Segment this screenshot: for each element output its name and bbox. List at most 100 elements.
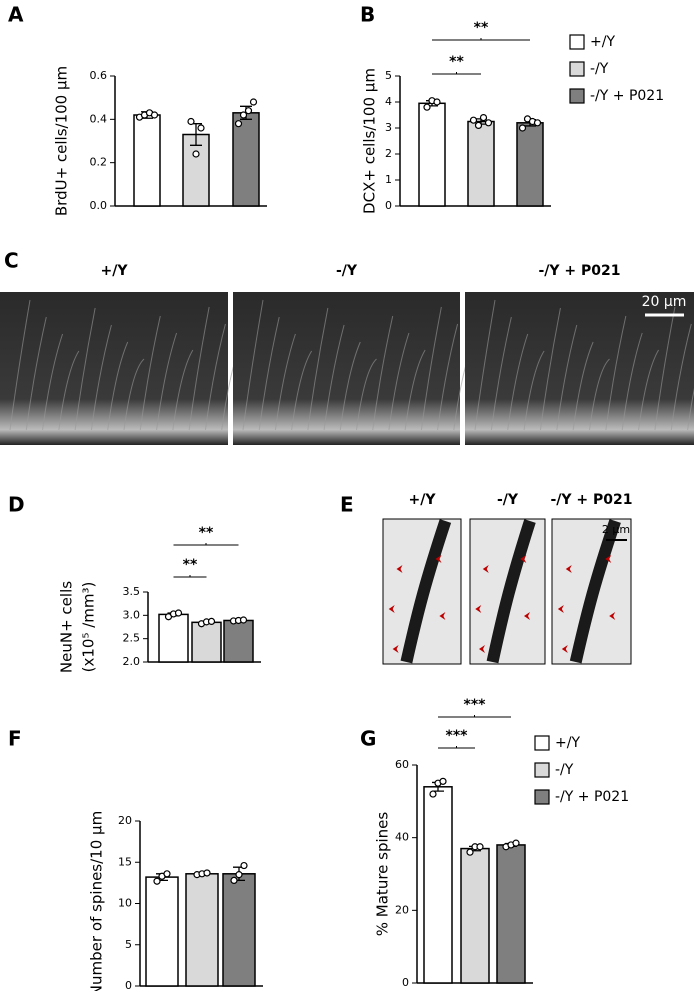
arrowhead (565, 565, 572, 573)
neurite (258, 316, 280, 431)
legend-swatch (569, 61, 585, 77)
neurite (621, 332, 643, 431)
y-tick-label: 20 (395, 903, 409, 916)
data-point (249, 98, 258, 106)
micrograph (233, 292, 460, 445)
panel-label: D (8, 493, 25, 517)
significance-label: ** (449, 54, 464, 70)
y-tick-label: 5 (125, 938, 132, 951)
y-tick-label: 4 (385, 95, 392, 108)
arrowhead (609, 612, 616, 620)
y-tick-label: 2.5 (123, 632, 141, 645)
neurite (291, 350, 313, 431)
neurite (156, 332, 178, 431)
data-point (474, 121, 483, 130)
image-label: +/Y (101, 263, 129, 279)
y-tick-label: 3.5 (123, 585, 141, 598)
image-label: -/Y (497, 492, 519, 508)
significance-bracket (173, 543, 239, 546)
data-point (484, 119, 493, 127)
legend-label: +/Y (590, 34, 615, 50)
neurite (437, 323, 459, 431)
image-label: -/Y + P021 (550, 492, 632, 508)
neurite (556, 324, 578, 431)
legend-swatch (569, 88, 585, 104)
neurite (490, 316, 512, 431)
data-point (512, 839, 520, 847)
legend-label: -/Y + P021 (590, 88, 664, 104)
significance-bracket (438, 746, 475, 749)
neurite (670, 323, 692, 431)
legend-label: -/Y (555, 762, 574, 778)
significance-label: ** (474, 20, 489, 36)
legend-label: -/Y (590, 61, 609, 77)
legend-label: -/Y + P021 (555, 789, 629, 805)
y-tick-label: 2.0 (123, 655, 141, 668)
data-point (433, 98, 441, 106)
significance-label: ** (199, 525, 214, 541)
image-label: -/Y (336, 263, 358, 279)
data-point (153, 877, 161, 885)
neurite (356, 358, 377, 431)
neurite (323, 324, 345, 431)
data-point (163, 870, 171, 878)
neurite (274, 333, 296, 431)
y-tick-label: 10 (118, 897, 132, 910)
y-tick-label: 15 (118, 855, 132, 868)
y-tick-label: 20 (118, 814, 132, 827)
dendrite (400, 519, 452, 664)
bar (423, 786, 453, 984)
bar (223, 619, 254, 663)
scale-bar-label: 20 µm (642, 294, 687, 310)
significance-bracket (438, 715, 511, 718)
neurite (539, 307, 561, 431)
legend-swatch (569, 34, 585, 50)
significance-bracket (173, 575, 207, 578)
significance-bracket (432, 38, 530, 41)
dendrite (486, 519, 536, 664)
micrograph (0, 292, 228, 445)
neurite (90, 324, 112, 431)
neurite (123, 358, 145, 431)
bar (191, 621, 222, 663)
neurite (139, 315, 161, 431)
arrowhead (435, 555, 442, 563)
data-point (439, 777, 447, 785)
y-tick-label: 0.0 (90, 199, 108, 212)
micrograph (465, 292, 694, 445)
data-point (197, 124, 205, 132)
bar (496, 844, 526, 984)
image-label: -/Y + P021 (538, 263, 620, 279)
arrowhead (482, 565, 489, 573)
neurite (654, 306, 676, 431)
arrowhead (605, 555, 612, 563)
neurite (107, 341, 129, 431)
data-point (423, 103, 431, 111)
image-label: +/Y (409, 492, 437, 508)
y-tick-label: 0 (125, 979, 132, 991)
significance-label: *** (446, 728, 469, 744)
y-tick-label: 3.0 (123, 608, 141, 621)
data-point (150, 111, 159, 119)
data-point (207, 617, 216, 626)
neurite (507, 333, 529, 431)
neurite (572, 341, 594, 431)
significance-label: *** (464, 697, 487, 713)
y-tick-label: 0.4 (90, 112, 108, 125)
neurite (42, 333, 64, 431)
y-tick-label: 0.2 (90, 156, 108, 169)
data-point (533, 119, 542, 127)
y-tick-label: 0.6 (90, 69, 108, 82)
data-point (187, 117, 195, 126)
legend-swatch (534, 762, 550, 778)
neurite (242, 299, 264, 431)
neurite (204, 323, 226, 431)
data-point (244, 107, 253, 115)
significance-bracket (432, 72, 481, 75)
arrowhead (392, 645, 399, 653)
y-axis-label: % Mature spines (374, 812, 392, 937)
neurite (388, 332, 410, 431)
arrowhead (475, 605, 482, 613)
